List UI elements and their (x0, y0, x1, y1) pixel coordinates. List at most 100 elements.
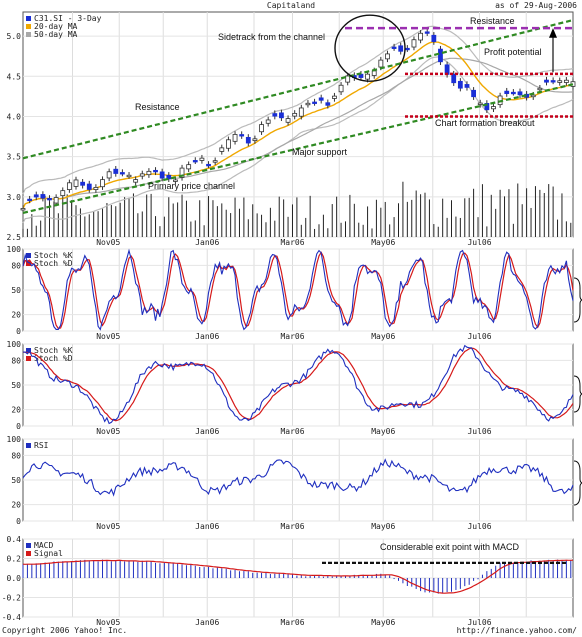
candle-body (285, 118, 291, 123)
candle-body (226, 139, 231, 149)
candle-body (139, 173, 145, 177)
series-d-line (23, 347, 574, 422)
candle-body (371, 70, 377, 76)
x-tick-label: May06 (371, 332, 395, 341)
x-tick-label: Mar06 (280, 332, 304, 341)
candle-body (20, 208, 26, 211)
candle-body (40, 194, 46, 199)
x-tick-label: Jul06 (467, 618, 491, 627)
legend-entry: Stoch %D (34, 259, 73, 268)
candle-body (33, 194, 39, 198)
candle-body (219, 147, 225, 152)
candle-body (378, 59, 384, 68)
candle-body (106, 171, 112, 179)
y-tick-label: 4.0 (7, 112, 22, 121)
candle-body (153, 169, 158, 173)
candle-body (279, 112, 284, 119)
candle-body (212, 160, 218, 163)
y-tick-label: -0.4 (2, 613, 21, 622)
x-tick-label: May06 (371, 238, 395, 247)
candle-body (530, 94, 536, 98)
series-k-line (23, 344, 574, 425)
candle-body (86, 183, 92, 190)
y-tick-label: 80 (11, 261, 21, 270)
candle-body (544, 79, 549, 83)
x-tick-label: Nov05 (96, 522, 120, 531)
candle-body (232, 134, 238, 142)
candle-body (100, 179, 105, 188)
x-tick-label: Nov05 (96, 427, 120, 436)
signal-line (22, 559, 574, 594)
brace (573, 460, 582, 506)
candle-body (66, 182, 72, 190)
x-tick-label: May06 (371, 427, 395, 436)
x-tick-label: Jan06 (195, 332, 219, 341)
profit-arrow-head (549, 28, 557, 38)
copyright-text: Copyright 2006 Yahoo! Inc. (2, 626, 127, 635)
y-tick-label: 50 (11, 286, 21, 295)
candle-body (332, 95, 337, 99)
y-tick-label: 80 (11, 356, 21, 365)
candle-body (471, 89, 477, 98)
legend-swatch (26, 356, 31, 361)
y-tick-label: 0 (16, 327, 21, 336)
y-tick-label: 100 (7, 435, 22, 444)
candle-body (239, 134, 245, 137)
candle-body (186, 164, 192, 170)
candle-body (438, 48, 443, 63)
annotation-label: Major support (292, 147, 348, 157)
x-tick-label: Nov05 (96, 618, 120, 627)
ma50-line (22, 57, 573, 209)
candle-body (504, 90, 510, 94)
candle-body (365, 73, 370, 80)
x-tick-label: Jul06 (467, 522, 491, 531)
candle-body (391, 46, 397, 49)
brace (573, 375, 582, 413)
candle-body (27, 198, 33, 202)
candle-body (477, 102, 483, 105)
candle-body (451, 73, 457, 84)
x-tick-label: May06 (371, 618, 395, 627)
candle-body (318, 97, 324, 101)
candle-body (557, 80, 563, 83)
channel-lower-line (22, 83, 574, 214)
chart-title: Capitaland (267, 1, 315, 10)
candle-body (292, 112, 298, 117)
candle-body (126, 174, 132, 178)
candle-body (298, 107, 304, 117)
legend-swatch (26, 16, 31, 21)
x-tick-label: Nov05 (96, 238, 120, 247)
candle-body (464, 84, 470, 88)
candle-body (73, 179, 79, 187)
candle-body (53, 197, 59, 204)
candle-body (338, 84, 344, 93)
legend-entry: RSI (34, 441, 49, 450)
ma20-line (22, 41, 574, 209)
legend-swatch (26, 551, 31, 556)
candle-body (457, 80, 463, 89)
series-k-line (22, 458, 574, 497)
candle-body (206, 163, 211, 167)
annotation-label: Primary price channel (148, 181, 235, 191)
x-tick-label: Jul06 (467, 427, 491, 436)
x-tick-label: Nov05 (96, 332, 120, 341)
x-tick-label: Mar06 (280, 238, 304, 247)
candle-body (265, 119, 271, 124)
panel-frame-price (22, 11, 574, 238)
source-url: http://finance.yahoo.com/ (457, 626, 578, 635)
y-tick-label: 100 (7, 340, 22, 349)
legend-entry: MACD (34, 541, 53, 550)
annotation-label: Profit potential (484, 47, 542, 57)
x-tick-label: Jul06 (467, 332, 491, 341)
candle-body (80, 181, 86, 186)
y-tick-label: 0 (16, 517, 21, 526)
annotation-label: Considerable exit point with MACD (380, 542, 520, 552)
y-tick-label: 0.0 (7, 574, 22, 583)
x-tick-label: Mar06 (280, 522, 304, 531)
candle-body (411, 39, 417, 48)
y-tick-label: 80 (11, 451, 21, 460)
y-tick-label: 5.0 (7, 32, 22, 41)
candle-body (550, 80, 556, 83)
candle-body (146, 170, 152, 176)
